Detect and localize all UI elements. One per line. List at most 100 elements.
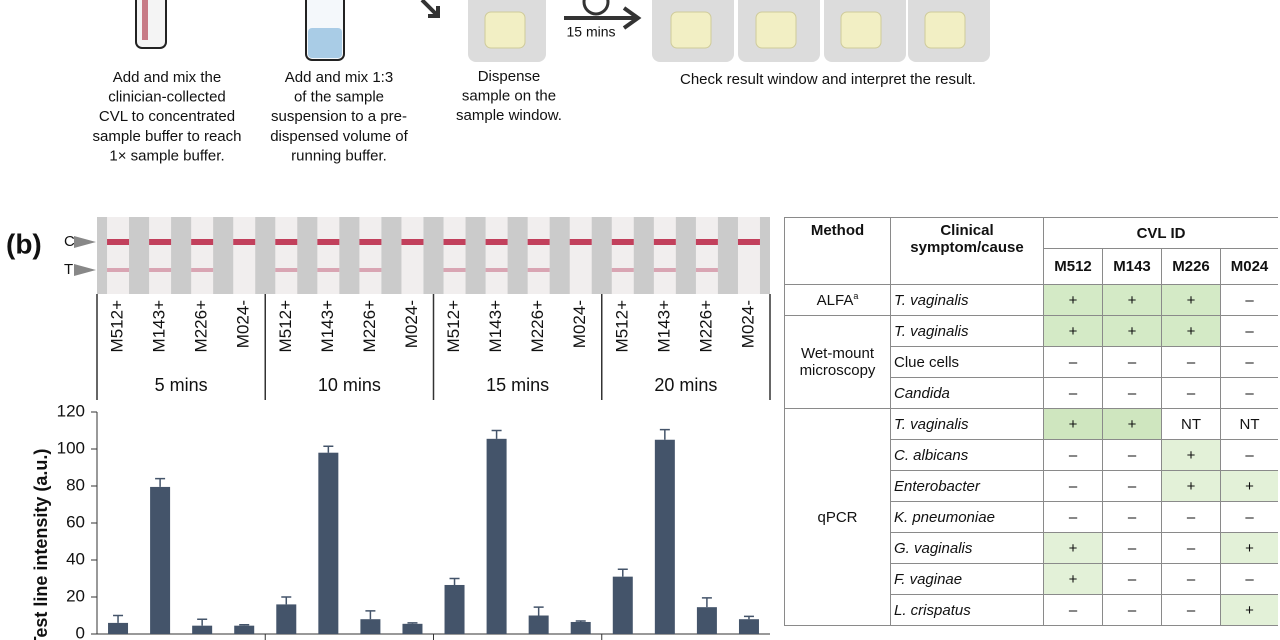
step-caption: clinician-collected <box>108 89 226 106</box>
test-line <box>149 268 172 272</box>
test-strip <box>485 217 508 294</box>
header: M143 <box>1102 248 1162 285</box>
arrow <box>420 0 440 18</box>
header: CVL ID <box>1042 217 1278 249</box>
group-label: 10 mins <box>318 375 381 395</box>
test-strip <box>359 217 382 294</box>
result-cell: – <box>1219 377 1278 409</box>
sample-label: M024- <box>234 300 253 348</box>
table-wrap: Method Clinical symptom/cause CVL ID M51… <box>784 217 1278 640</box>
result-cell: – <box>1043 501 1103 533</box>
vial-1 <box>135 0 167 49</box>
control-line <box>275 239 298 245</box>
result-cell: – <box>1102 470 1162 502</box>
result-cell: + <box>1219 470 1278 502</box>
header: Clinical symptom/cause <box>890 217 1044 285</box>
step-caption: sample window. <box>456 107 562 124</box>
control-line <box>653 239 676 245</box>
error-bar <box>575 620 586 622</box>
sample-label: M024- <box>738 300 757 348</box>
control-line <box>527 239 550 245</box>
table-row: L. crispatus – – – + <box>785 594 1278 626</box>
strip-pointers <box>74 236 96 276</box>
step-caption: of the sample <box>294 89 384 106</box>
timer-label: 15 mins <box>566 24 615 40</box>
bar <box>528 615 549 634</box>
sample-label: M143+ <box>654 300 673 353</box>
result-cell: + <box>1102 315 1162 347</box>
table-row: F. vaginae + – – – <box>785 563 1278 595</box>
test-strip <box>401 217 424 294</box>
y-tick-label: 20 <box>66 586 85 605</box>
result-cell: + <box>1043 532 1103 564</box>
test-strip <box>695 217 718 294</box>
control-line <box>401 239 424 245</box>
header: M226 <box>1161 248 1221 285</box>
result-cell: – <box>1102 501 1162 533</box>
result-cell: – <box>1161 594 1221 626</box>
test-line <box>653 268 676 272</box>
test-line <box>443 268 466 272</box>
result-cell: – <box>1161 501 1221 533</box>
method: qPCR <box>817 508 858 526</box>
results-table: Method Clinical symptom/cause CVL ID M51… <box>784 217 1278 626</box>
group-label: 5 mins <box>155 375 208 395</box>
result-cell: NT <box>1161 408 1221 440</box>
y-tick-label: 100 <box>57 438 85 457</box>
result-cell: – <box>1043 377 1103 409</box>
header: M024 <box>1219 248 1278 285</box>
error-bar <box>197 618 208 626</box>
y-axis-label: Test line intensity (a.u.) <box>31 449 51 640</box>
step-caption: running buffer. <box>291 147 387 164</box>
result-cell: – <box>1219 346 1278 378</box>
bar <box>612 576 633 634</box>
result-cell: – <box>1161 532 1221 564</box>
bar <box>276 604 297 634</box>
table-row: Enterobacter – – + + <box>785 470 1278 502</box>
y-tick-label: 0 <box>76 623 85 640</box>
cause-cell: T. vaginalis <box>890 284 1044 316</box>
test-strip <box>611 217 634 294</box>
step-caption: Add and mix the <box>113 69 221 86</box>
sample-label: M226+ <box>528 300 547 353</box>
y-tick-label: 120 <box>57 401 85 420</box>
cause-cell: T. vaginalis <box>890 408 1044 440</box>
result-cell: – <box>1043 346 1103 378</box>
test-strip <box>737 217 760 294</box>
test-strip <box>191 217 214 294</box>
result-cell: – <box>1219 501 1278 533</box>
cause-cell: L. crispatus <box>890 594 1044 626</box>
cause-cell: G. vaginalis <box>890 532 1044 564</box>
sample-label: M226+ <box>360 300 379 353</box>
method: Wet-mount microscopy <box>799 345 876 379</box>
bar <box>486 438 507 634</box>
result-cell: – <box>1102 594 1162 626</box>
control-line <box>485 239 508 245</box>
result-cell: + <box>1043 408 1103 440</box>
method-footnote: a <box>853 291 859 301</box>
result-cell: – <box>1161 377 1221 409</box>
test-line <box>275 268 298 272</box>
test-strip <box>443 217 466 294</box>
test-strip <box>569 217 592 294</box>
step-caption: Add and mix 1:3 <box>285 69 393 86</box>
method-cell: Wet-mount microscopy <box>784 315 891 409</box>
result-cell: + <box>1219 532 1278 564</box>
control-line <box>317 239 340 245</box>
error-bar <box>365 610 376 620</box>
result-cell: + <box>1102 284 1162 316</box>
result-cell: + <box>1043 315 1103 347</box>
error-bar <box>113 614 124 623</box>
method-cell: ALFAa <box>784 284 891 316</box>
result-cell: + <box>1161 315 1221 347</box>
control-line <box>737 239 760 245</box>
bar <box>234 625 255 634</box>
error-bar <box>449 577 460 585</box>
sample-label: M143+ <box>486 300 505 353</box>
header: M512 <box>1043 248 1103 285</box>
bar <box>444 584 465 634</box>
control-line <box>443 239 466 245</box>
result-cell: + <box>1161 470 1221 502</box>
